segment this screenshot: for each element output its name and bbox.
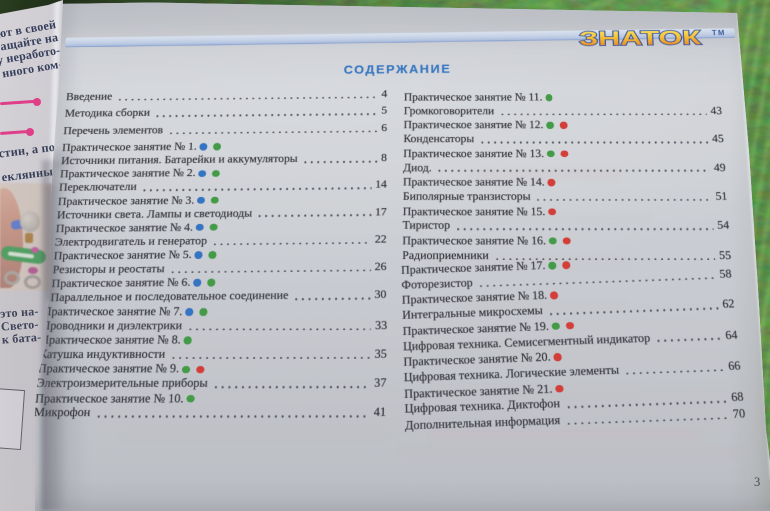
svg-text:ЗНАТОК: ЗНАТОК (579, 28, 702, 50)
svg-text:TM: TM (712, 29, 725, 37)
